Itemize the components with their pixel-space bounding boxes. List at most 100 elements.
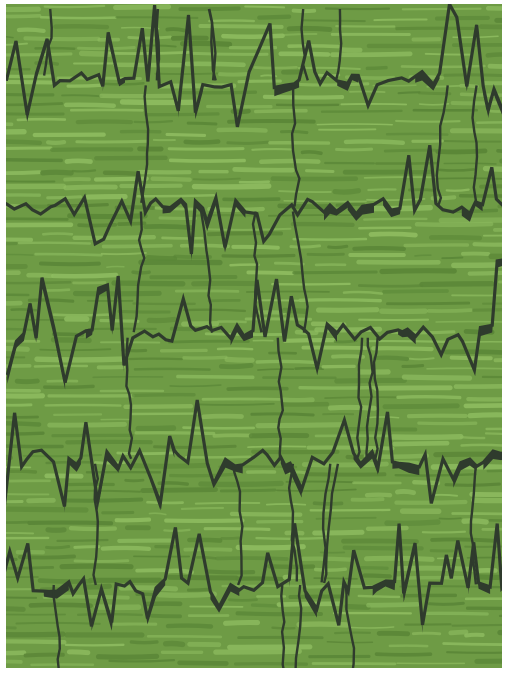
texture-streak xyxy=(427,368,502,369)
texture-streak xyxy=(360,568,387,569)
texture-streak xyxy=(322,111,402,112)
texture-streak xyxy=(488,470,502,471)
texture-streak xyxy=(272,284,349,285)
texture-streak xyxy=(376,388,451,389)
texture-streak xyxy=(184,310,245,311)
texture-streak xyxy=(464,521,486,522)
texture-streak xyxy=(444,644,502,645)
texture-streak xyxy=(78,122,131,123)
texture-streak xyxy=(166,520,242,521)
texture-streak xyxy=(138,428,173,429)
texture-streak xyxy=(317,124,392,125)
texture-streak xyxy=(105,83,143,84)
texture-streak xyxy=(232,514,300,515)
texture-streak xyxy=(122,588,176,589)
texture-streak xyxy=(404,377,469,378)
texture-streak xyxy=(451,632,466,633)
texture-streak xyxy=(6,494,48,495)
texture-streak xyxy=(180,663,227,664)
texture-streak xyxy=(326,9,389,10)
texture-streak xyxy=(426,54,473,55)
texture-streak xyxy=(477,661,502,662)
texture-streak xyxy=(129,37,171,38)
texture-streak xyxy=(37,359,122,360)
texture-streak xyxy=(6,405,31,406)
texture-streak xyxy=(470,415,502,416)
texture-streak xyxy=(6,282,70,283)
texture-streak xyxy=(257,361,316,362)
texture-streak xyxy=(498,151,502,152)
texture-streak xyxy=(282,131,307,132)
texture-streak xyxy=(333,54,411,55)
texture-streak xyxy=(19,243,90,244)
texture-streak xyxy=(126,480,143,481)
texture-streak xyxy=(66,105,114,106)
texture-streak xyxy=(62,95,102,96)
texture-streak xyxy=(373,348,431,349)
pattern-illustration xyxy=(6,4,502,668)
texture-streak xyxy=(6,181,54,182)
texture-streak xyxy=(186,142,219,143)
texture-streak xyxy=(146,114,218,115)
texture-streak xyxy=(496,360,502,361)
texture-streak xyxy=(71,528,115,529)
texture-streak xyxy=(367,495,390,496)
texture-streak xyxy=(405,245,467,246)
texture-streak xyxy=(195,186,269,187)
texture-streak xyxy=(221,365,251,366)
texture-streak xyxy=(437,18,488,19)
texture-streak xyxy=(205,529,269,530)
texture-streak xyxy=(259,17,289,18)
texture-streak xyxy=(29,300,72,301)
texture-streak xyxy=(148,502,183,503)
texture-streak xyxy=(219,130,266,131)
texture-streak xyxy=(166,644,183,645)
texture-streak xyxy=(410,172,431,173)
texture-streak xyxy=(253,605,277,606)
texture-streak xyxy=(235,169,293,170)
texture-streak xyxy=(440,169,474,170)
texture-streak xyxy=(6,377,7,378)
texture-streak xyxy=(6,243,16,244)
texture-streak xyxy=(6,589,31,590)
texture-streak xyxy=(369,604,418,605)
texture-streak xyxy=(468,608,502,609)
texture-streak xyxy=(105,173,135,174)
texture-streak xyxy=(207,571,253,572)
texture-streak xyxy=(256,111,306,112)
texture-streak xyxy=(422,613,487,614)
texture-streak xyxy=(214,435,250,436)
texture-streak xyxy=(500,632,502,633)
texture-streak xyxy=(453,625,502,626)
texture-streak xyxy=(6,390,39,391)
texture-streak xyxy=(110,660,175,661)
texture-streak xyxy=(218,349,252,350)
texture-streak xyxy=(171,160,244,161)
texture-streak xyxy=(171,475,233,476)
texture-streak xyxy=(137,594,155,595)
texture-streak xyxy=(223,256,294,257)
texture-streak xyxy=(6,597,36,598)
texture-streak xyxy=(289,46,338,47)
texture-streak xyxy=(255,67,297,68)
texture-streak xyxy=(354,248,404,249)
texture-streak xyxy=(6,124,12,125)
texture-streak xyxy=(486,169,503,170)
texture-streak xyxy=(228,388,286,389)
texture-streak xyxy=(397,28,473,29)
texture-streak xyxy=(197,557,215,558)
texture-streak xyxy=(6,348,27,349)
texture-streak xyxy=(176,291,238,292)
texture-streak xyxy=(300,388,373,389)
texture-streak xyxy=(204,416,242,417)
texture-streak xyxy=(53,275,116,276)
texture-streak xyxy=(6,417,38,418)
texture-streak xyxy=(29,275,51,276)
texture-streak xyxy=(379,633,407,634)
texture-streak xyxy=(335,191,358,192)
texture-streak xyxy=(486,433,502,434)
texture-streak xyxy=(6,395,42,396)
texture-streak xyxy=(245,7,284,8)
texture-streak xyxy=(70,216,145,217)
texture-streak xyxy=(248,446,306,447)
